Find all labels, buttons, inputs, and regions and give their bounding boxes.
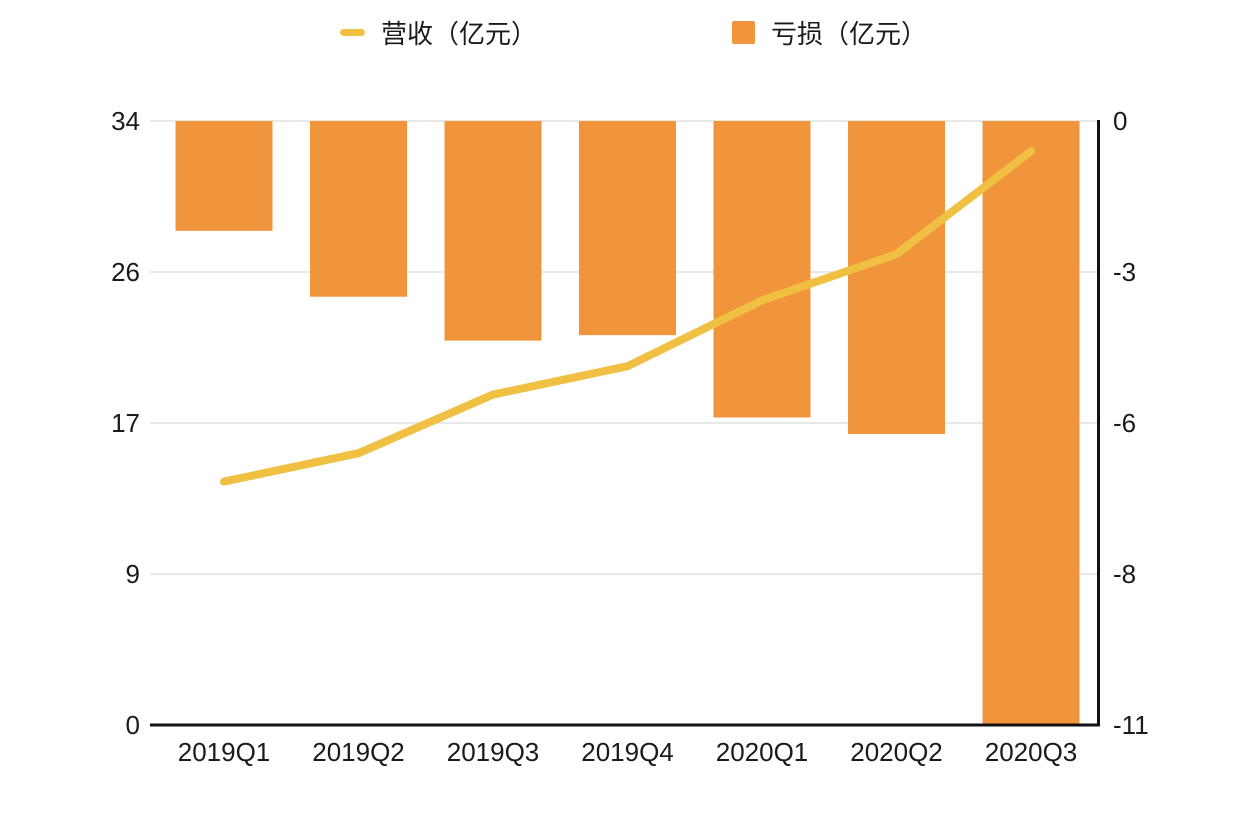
left-axis-tick-label: 0 — [126, 710, 140, 740]
x-axis-label-2020Q3: 2020Q3 — [985, 737, 1078, 767]
x-axis-label-2020Q2: 2020Q2 — [850, 737, 943, 767]
x-axis-label-2019Q4: 2019Q4 — [581, 737, 674, 767]
legend-item-loss[interactable]: 亏损（亿元） — [732, 13, 927, 51]
right-axis-tick-label: -8 — [1113, 559, 1136, 589]
x-axis-label-2019Q3: 2019Q3 — [447, 737, 540, 767]
left-axis-tick-label: 9 — [126, 559, 140, 589]
bar-2020Q3[interactable] — [982, 121, 1080, 725]
bar-2019Q4[interactable] — [579, 121, 676, 336]
legend-item-revenue[interactable]: 营收（亿元） — [340, 13, 537, 51]
x-axis-label-2020Q1: 2020Q1 — [716, 737, 809, 767]
right-axis-tick-label: 0 — [1113, 106, 1127, 136]
bar-2020Q1[interactable] — [713, 121, 811, 418]
x-axis-label-2019Q2: 2019Q2 — [312, 737, 405, 767]
bar-series-swatch-icon — [732, 20, 755, 44]
right-axis-tick-label: -11 — [1113, 710, 1149, 740]
left-axis-tick-label: 34 — [111, 106, 140, 136]
right-axis-tick-label: -6 — [1113, 408, 1136, 438]
bar-2019Q2[interactable] — [310, 121, 407, 297]
legend-label-loss: 亏损（亿元） — [771, 18, 928, 49]
revenue-line[interactable] — [220, 147, 1035, 486]
bar-2020Q2[interactable] — [848, 121, 945, 434]
bar-2019Q3[interactable] — [444, 121, 542, 341]
bar-2019Q1[interactable] — [175, 121, 273, 231]
right-axis-tick-label: -3 — [1113, 257, 1136, 287]
left-axis-tick-label: 26 — [111, 257, 140, 287]
left-axis-tick-label: 17 — [111, 408, 140, 438]
legend-label-revenue: 营收（亿元） — [381, 18, 538, 49]
x-axis-label-2019Q1: 2019Q1 — [178, 737, 271, 767]
line-series-swatch-icon — [340, 28, 365, 36]
